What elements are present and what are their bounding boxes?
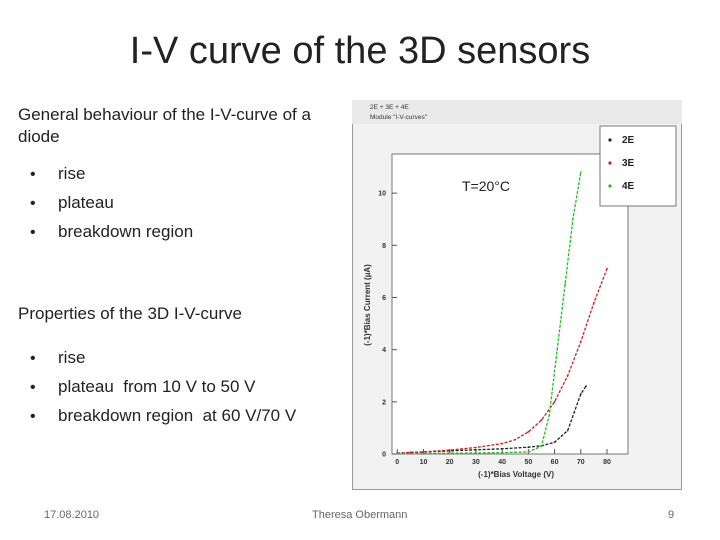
plot-area — [391, 153, 629, 455]
intro-text: General behaviour of the I-V-curve of a … — [18, 105, 311, 146]
data-point-4E — [475, 452, 477, 454]
y-tick-label: 6 — [382, 295, 386, 302]
data-point-2E — [527, 446, 530, 449]
data-point-4E — [501, 451, 504, 454]
data-point-3E — [475, 446, 477, 449]
bullet-icon: • — [30, 379, 36, 396]
chart-subtitle: Module "I-V-curves" — [370, 114, 428, 121]
list-item: • plateau — [30, 191, 193, 220]
data-point-4E — [564, 283, 566, 286]
chart-legend: 2E 3E 4E — [599, 125, 677, 207]
legend-marker-2E — [608, 138, 612, 142]
data-point-2E — [585, 385, 587, 388]
list-item: • rise — [30, 162, 193, 191]
x-tick-label: 30 — [472, 459, 480, 466]
list-item: • plateau from 10 V to 50 V — [30, 375, 296, 404]
data-point-4E — [548, 413, 551, 416]
plot-header — [352, 100, 682, 124]
properties-heading: Properties of the 3D I-V-curve — [18, 304, 242, 323]
data-point-3E — [448, 449, 451, 451]
bullet-icon: • — [30, 224, 36, 241]
data-point-2E — [553, 441, 556, 444]
x-axis-label: (-1)*Bias Voltage (V) — [478, 470, 554, 479]
data-point-3E — [566, 374, 569, 377]
legend-label-2E: 2E — [622, 135, 635, 146]
data-point-4E — [527, 451, 530, 453]
x-tick-label: 60 — [551, 459, 559, 466]
bullet-icon: • — [30, 350, 36, 367]
properties-list: • rise • plateau from 10 V to 50 V • bre… — [30, 346, 296, 433]
list-item-label: breakdown region — [58, 222, 194, 241]
data-point-3E — [579, 340, 582, 343]
list-item-label: rise — [58, 348, 86, 367]
bullet-icon: • — [30, 408, 36, 425]
y-tick-label: 8 — [382, 243, 386, 250]
y-tick-label: 0 — [382, 452, 386, 459]
data-point-4E — [579, 171, 582, 174]
data-point-4E — [540, 445, 543, 448]
data-point-3E — [422, 451, 425, 453]
iv-plot-panel: 2E + 3E + 4E Module "I-V-curves" (-1)*Bi… — [352, 100, 682, 490]
legend-box — [599, 125, 677, 207]
legend-marker-3E — [608, 161, 612, 165]
data-point-2E — [475, 448, 477, 451]
list-item-label: breakdown region at 60 V/70 V — [58, 406, 297, 425]
data-point-3E — [593, 301, 595, 304]
y-tick-label: 4 — [382, 347, 386, 354]
data-point-3E — [540, 419, 543, 421]
iv-chart: 2E + 3E + 4E Module "I-V-curves" (-1)*Bi… — [352, 100, 682, 490]
x-tick-label: 10 — [420, 459, 428, 466]
x-tick-label: 0 — [395, 459, 399, 466]
x-tick-label: 50 — [524, 459, 532, 466]
slide-title: I-V curve of the 3D sensors — [129, 30, 591, 72]
y-axis-label: (-1)*Bias Current (µA) — [363, 264, 372, 346]
temperature-label: T=20°C — [462, 178, 510, 194]
data-point-3E — [606, 267, 608, 270]
data-point-4E — [422, 452, 425, 455]
list-item-label: plateau — [58, 193, 114, 212]
data-point-3E — [553, 400, 556, 403]
chart-title: 2E + 3E + 4E — [370, 104, 409, 111]
data-point-2E — [501, 447, 504, 450]
list-item: • breakdown region — [30, 220, 193, 249]
data-point-4E — [572, 218, 574, 221]
y-tick-label: 2 — [382, 399, 386, 406]
data-point-2E — [579, 393, 582, 395]
footer-page-number: 9 — [668, 509, 675, 521]
list-item: • rise — [30, 346, 296, 375]
data-point-3E — [514, 438, 517, 441]
data-point-4E — [556, 348, 559, 351]
legend-label-3E: 3E — [622, 158, 635, 169]
behaviour-list: • rise • plateau • breakdown region — [30, 162, 193, 249]
data-point-2E — [566, 429, 569, 432]
x-tick-label: 20 — [446, 459, 454, 466]
bullet-icon: • — [30, 195, 36, 212]
data-point-3E — [527, 430, 530, 433]
bullet-icon: • — [30, 166, 36, 183]
series-line-4E — [397, 172, 582, 455]
legend-label-4E: 4E — [622, 181, 635, 192]
data-point-4E — [396, 452, 399, 455]
list-item: • breakdown region at 60 V/70 V — [30, 404, 296, 433]
list-item-label: rise — [58, 164, 86, 183]
footer-author: Theresa Obermann — [312, 509, 408, 521]
series-line-3E — [397, 268, 608, 455]
y-tick-label: 10 — [378, 191, 386, 198]
data-point-3E — [501, 442, 504, 445]
x-tick-label: 80 — [603, 459, 611, 466]
x-tick-label: 70 — [577, 459, 585, 466]
data-point-4E — [448, 452, 451, 455]
x-tick-label: 40 — [498, 459, 506, 466]
legend-marker-4E — [608, 184, 612, 188]
footer-date: 17.08.2010 — [44, 509, 100, 521]
list-item-label: plateau from 10 V to 50 V — [58, 377, 256, 396]
